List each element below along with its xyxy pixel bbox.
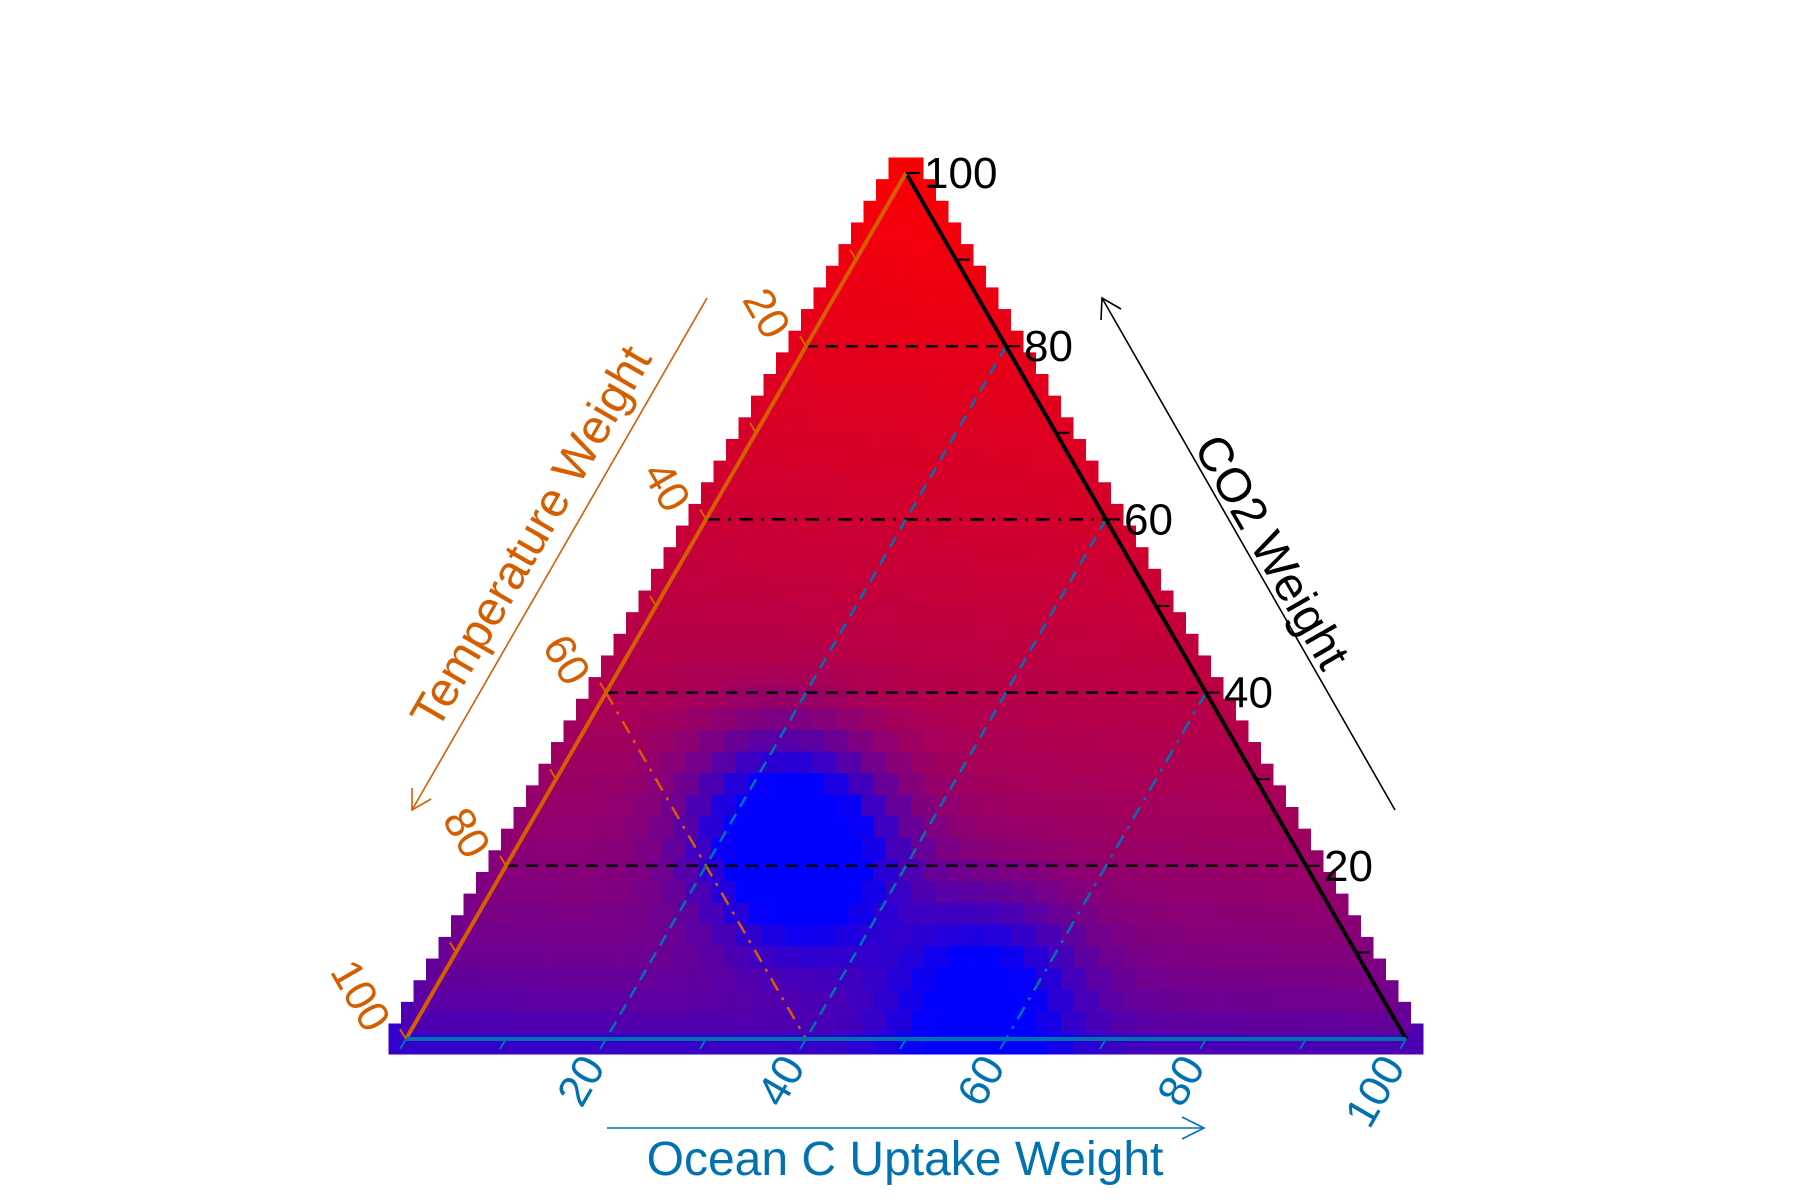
co2-axis-title: CO2 Weight [1183, 426, 1359, 678]
temperature-tick-mark [449, 941, 457, 953]
ocean-tick-mark [1199, 1038, 1207, 1050]
temperature-tick-mark [499, 855, 507, 867]
temperature-tick-label: 100 [321, 952, 400, 1040]
co2-tick-label: 80 [1024, 322, 1073, 371]
co2-axis-arrow-line [1101, 297, 1396, 811]
heatmap-cells [388, 157, 1424, 1055]
reference-line-ocean-60 [1004, 691, 1208, 1040]
temperature-axis-arrow-line [411, 297, 708, 811]
ocean-tick-mark [399, 1038, 407, 1050]
temperature-tick-mark [549, 768, 557, 780]
temperature-tick-mark [849, 249, 857, 261]
ocean-tick-mark [699, 1038, 707, 1050]
ocean-tick-mark [899, 1038, 907, 1050]
reference-line-ocean-20 [604, 345, 1008, 1040]
temperature-axis-arrow-head [411, 788, 432, 812]
ocean-tick-label: 80 [1148, 1047, 1215, 1114]
ocean-tick-mark [499, 1038, 507, 1050]
co2-tick-label: 60 [1124, 495, 1173, 544]
ocean-tick-label: 40 [748, 1047, 815, 1114]
reference-lines [506, 344, 1306, 1040]
temperature-tick-mark [599, 682, 607, 694]
co2-axis-arrow-head [1100, 296, 1122, 321]
co2-tick-label: 40 [1224, 669, 1273, 718]
temperature-tick-mark [399, 1028, 407, 1040]
co2-tick-label: 100 [924, 149, 997, 198]
ocean-axis-title-group: Ocean C Uptake Weight [607, 1116, 1206, 1186]
temperature-tick-mark [749, 422, 757, 434]
reference-line-temperature-60 [604, 691, 808, 1040]
ocean-axis-arrow-head [1181, 1116, 1206, 1140]
ocean-tick-mark [599, 1038, 607, 1050]
ocean-tick-mark [1299, 1038, 1307, 1050]
ocean-tick-mark [999, 1038, 1007, 1050]
ocean-tick-mark [799, 1038, 807, 1050]
ocean-tick-mark [1099, 1038, 1107, 1050]
temperature-tick-mark [699, 508, 707, 520]
ocean-axis-title: Ocean C Uptake Weight [647, 1133, 1164, 1186]
ocean-tick-label: 60 [948, 1047, 1015, 1114]
ocean-tick-mark [1399, 1038, 1407, 1050]
co2-tick-label: 20 [1324, 842, 1373, 891]
ocean-tick-label: 20 [548, 1047, 615, 1114]
temperature-tick-mark [799, 335, 807, 347]
ocean-tick-label: 100 [1336, 1047, 1415, 1135]
temperature-tick-mark [649, 595, 657, 607]
